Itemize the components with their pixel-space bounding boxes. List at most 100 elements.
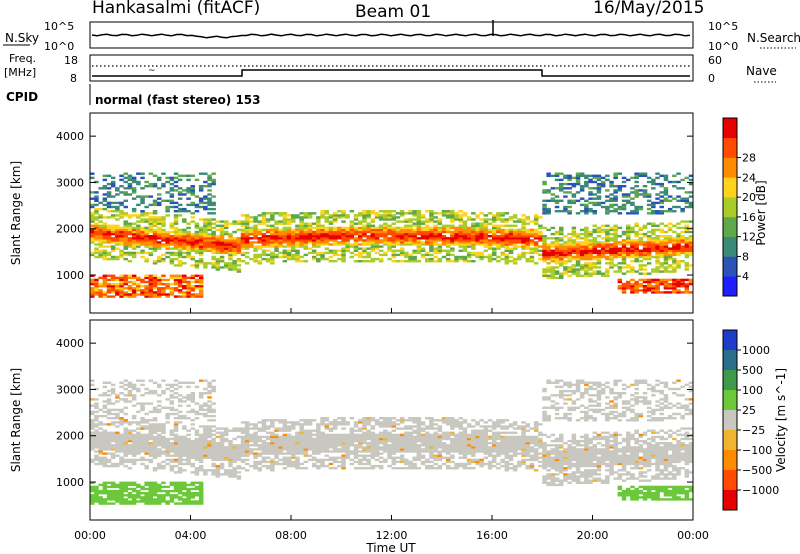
power-cell	[559, 276, 564, 280]
power-cell	[131, 228, 137, 232]
velocity-cell	[274, 452, 279, 455]
velocity-cell	[278, 448, 283, 451]
velocity-cell	[353, 437, 359, 441]
power-cell	[584, 255, 589, 259]
power-cell	[211, 239, 216, 242]
velocity-cell	[152, 410, 158, 414]
velocity-cell	[316, 437, 321, 441]
velocity-cell	[144, 421, 149, 424]
velocity-cell	[244, 423, 250, 426]
velocity-cell	[341, 446, 346, 449]
velocity-cell	[328, 421, 334, 424]
power-cell	[374, 230, 380, 234]
power-cell	[425, 243, 430, 246]
power-cell	[177, 251, 183, 255]
power-cell	[646, 249, 652, 252]
power-cell	[337, 216, 342, 219]
power-cell	[370, 228, 376, 232]
power-cell	[140, 172, 145, 175]
power-cell	[571, 235, 577, 238]
velocity-cell	[320, 446, 325, 449]
power-cell	[119, 178, 124, 182]
velocity-cell	[190, 464, 195, 468]
velocity-cell	[157, 467, 162, 470]
velocity-cell	[98, 414, 103, 418]
power-cell	[387, 249, 392, 252]
power-cell	[190, 289, 195, 292]
velocity-cell	[328, 467, 334, 470]
power-cell	[408, 260, 413, 263]
power-cell	[127, 178, 133, 182]
velocity-cell	[244, 433, 250, 437]
velocity-cell	[211, 473, 216, 476]
power-cell	[282, 214, 288, 217]
power-cell	[500, 235, 505, 238]
power-cell	[684, 220, 690, 223]
power-cell	[642, 251, 648, 255]
power-cell	[362, 247, 367, 250]
power-cell	[517, 253, 522, 257]
velocity-cell	[186, 496, 191, 499]
power-cell	[487, 222, 493, 225]
power-cell	[110, 224, 116, 227]
velocity-cell	[119, 392, 124, 395]
power-cell	[542, 247, 547, 250]
velocity-cell	[148, 423, 154, 426]
velocity-cell	[370, 439, 376, 443]
power-cell	[232, 253, 237, 257]
velocity-cell	[127, 450, 133, 453]
power-cell	[646, 241, 652, 244]
power-cell	[224, 222, 229, 225]
power-cell	[240, 241, 246, 244]
power-cell	[592, 239, 597, 242]
power-cell	[429, 232, 434, 236]
power-cell	[102, 285, 108, 288]
power-cell	[584, 176, 589, 180]
velocity-cell	[123, 483, 128, 487]
velocity-cell	[115, 396, 120, 399]
power-cell	[177, 280, 183, 284]
power-cell	[651, 249, 656, 252]
power-cell	[198, 172, 204, 175]
power-cell	[291, 228, 296, 232]
velocity-cell	[173, 487, 179, 491]
velocity-cell	[362, 427, 367, 430]
velocity-cell	[278, 439, 283, 443]
power-cell	[479, 255, 484, 259]
power-cell	[655, 270, 660, 273]
power-cell	[106, 295, 112, 298]
power-cell	[320, 251, 325, 255]
velocity-cell	[169, 394, 175, 397]
velocity-cell	[215, 444, 221, 447]
power-cell	[169, 289, 175, 292]
power-cell	[165, 210, 170, 213]
power-cell	[140, 289, 145, 292]
velocity-cell	[295, 444, 300, 447]
power-cell	[286, 255, 292, 259]
power-cell	[525, 251, 530, 255]
power-cell	[559, 182, 564, 186]
velocity-cell	[311, 462, 317, 466]
velocity-cell	[140, 485, 145, 489]
velocity-cell	[215, 458, 221, 462]
power-cell	[500, 228, 505, 232]
power-cell	[94, 235, 99, 238]
power-cell	[152, 232, 158, 236]
velocity-cell	[303, 439, 309, 443]
velocity-cell	[123, 394, 128, 397]
power-cell	[257, 260, 262, 263]
power-cell	[378, 241, 384, 244]
power-cell	[567, 187, 572, 190]
power-cell	[663, 280, 669, 284]
velocity-cell	[207, 381, 212, 384]
power-cell	[161, 289, 166, 292]
velocity-cell	[378, 452, 384, 455]
velocity-cell	[131, 439, 137, 443]
power-cell	[592, 251, 597, 255]
power-cell	[663, 287, 669, 290]
power-cell	[642, 195, 648, 198]
power-cell	[311, 251, 317, 255]
velocity-cell	[370, 427, 376, 430]
power-cell	[492, 232, 497, 236]
power-cell	[215, 237, 221, 240]
